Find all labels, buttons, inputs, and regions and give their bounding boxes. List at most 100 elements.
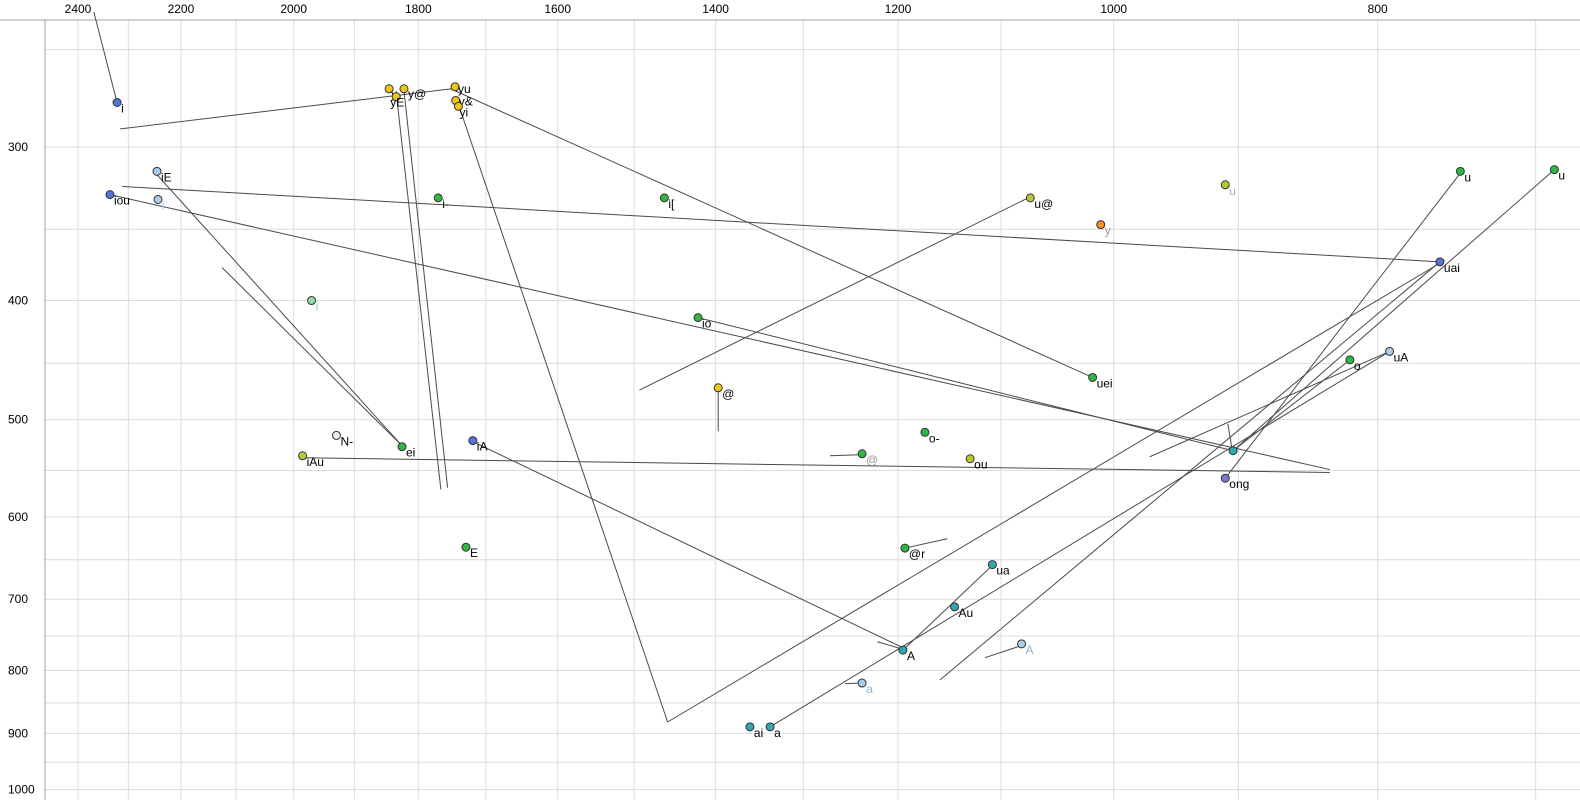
point-label: a	[866, 682, 873, 696]
data-point	[433, 193, 443, 203]
y-tick-label: 900	[8, 726, 28, 740]
data-point	[453, 101, 463, 111]
data-point	[391, 92, 401, 102]
point-label: yE	[390, 96, 404, 110]
data-point	[1385, 346, 1395, 356]
data-point	[331, 430, 341, 440]
trajectory-line	[395, 92, 442, 490]
trajectory-line	[939, 261, 1441, 681]
data-point	[857, 678, 867, 688]
point-label: i[	[668, 197, 675, 211]
y-tick-label: 300	[8, 140, 28, 154]
data-point	[713, 383, 723, 393]
data-point	[1435, 257, 1445, 267]
data-point	[765, 722, 775, 732]
point-label: @r	[909, 547, 925, 561]
point-label: ai	[754, 726, 763, 740]
data-point	[693, 313, 703, 323]
data-point	[468, 436, 478, 446]
data-point	[1455, 166, 1465, 176]
point-label: uA	[1394, 350, 1409, 364]
x-tick-label: 1400	[702, 2, 729, 16]
trajectory-line	[769, 350, 1390, 728]
trajectory-line	[454, 90, 1093, 378]
data-point	[298, 451, 308, 461]
y-tick-label: 800	[8, 664, 28, 678]
trajectory-line	[1224, 172, 1461, 479]
x-tick-label: 1000	[1100, 2, 1127, 16]
data-point	[1088, 372, 1098, 382]
point-label: u	[1464, 170, 1471, 184]
trajectory-line	[984, 645, 1021, 659]
point-label: ua	[996, 564, 1010, 578]
point-label: i	[162, 198, 165, 212]
trajectory-line	[93, 11, 117, 99]
x-tick-label: 800	[1368, 2, 1388, 16]
data-point	[1345, 355, 1355, 365]
y-tick-label: 1000	[8, 783, 35, 797]
point-label: o-	[929, 431, 940, 445]
trajectory-line	[667, 259, 1445, 723]
trajectory-line	[1232, 169, 1555, 452]
trajectory-line	[156, 174, 403, 447]
data-point	[153, 194, 163, 204]
data-point	[1549, 165, 1559, 175]
point-label: E	[470, 546, 478, 560]
data-point	[1096, 220, 1106, 230]
data-point	[450, 82, 460, 92]
trajectory-line	[697, 317, 1234, 452]
point-label: iou	[114, 194, 130, 208]
data-point	[384, 84, 394, 94]
data-point	[900, 543, 910, 553]
trajectory-line	[1227, 423, 1233, 448]
point-label: uai	[1444, 261, 1460, 275]
trajectory-line	[904, 538, 948, 549]
data-point	[898, 645, 908, 655]
point-label: ei	[406, 446, 415, 460]
x-tick-label: 1600	[544, 2, 571, 16]
point-label: ong	[1229, 477, 1249, 491]
x-tick-label: 2400	[65, 2, 92, 16]
trajectory-line	[403, 90, 449, 488]
data-point	[659, 193, 669, 203]
trajectory-line	[902, 565, 993, 651]
data-point	[112, 97, 122, 107]
data-point	[1220, 180, 1230, 190]
point-label: iA	[477, 440, 488, 454]
data-point	[461, 542, 471, 552]
point-label: i	[316, 300, 319, 314]
trajectory-line	[109, 194, 1330, 471]
point-label: y@	[408, 87, 426, 101]
point-label: i-	[442, 197, 449, 211]
point-label: y	[1105, 224, 1111, 238]
data-point	[987, 560, 997, 570]
trajectory-line	[829, 454, 860, 457]
y-tick-label: 700	[8, 592, 28, 606]
point-label: uei	[1097, 376, 1113, 390]
point-label: a	[774, 726, 781, 740]
trajectory-line	[458, 106, 669, 723]
point-label: iAu	[307, 455, 324, 469]
data-point	[105, 190, 115, 200]
point-label: i	[121, 101, 124, 115]
point-label: A	[1026, 643, 1034, 657]
x-tick-label: 1800	[405, 2, 432, 16]
point-label: A	[907, 649, 915, 663]
data-point	[1220, 473, 1230, 483]
point-label: o	[1354, 359, 1361, 373]
point-label: yu	[458, 82, 471, 96]
trajectory-line	[221, 267, 403, 447]
data-point	[307, 296, 317, 306]
point-label: yi	[459, 105, 468, 119]
trajectory-line	[472, 441, 906, 650]
y-tick-label: 400	[8, 294, 28, 308]
point-label: u	[1229, 184, 1236, 198]
point-label: @	[866, 453, 878, 467]
y-tick-label: 500	[8, 413, 28, 427]
point-label: iE	[161, 170, 172, 184]
data-point	[1017, 639, 1027, 649]
data-point	[920, 427, 930, 437]
trajectory-line	[1232, 359, 1351, 452]
